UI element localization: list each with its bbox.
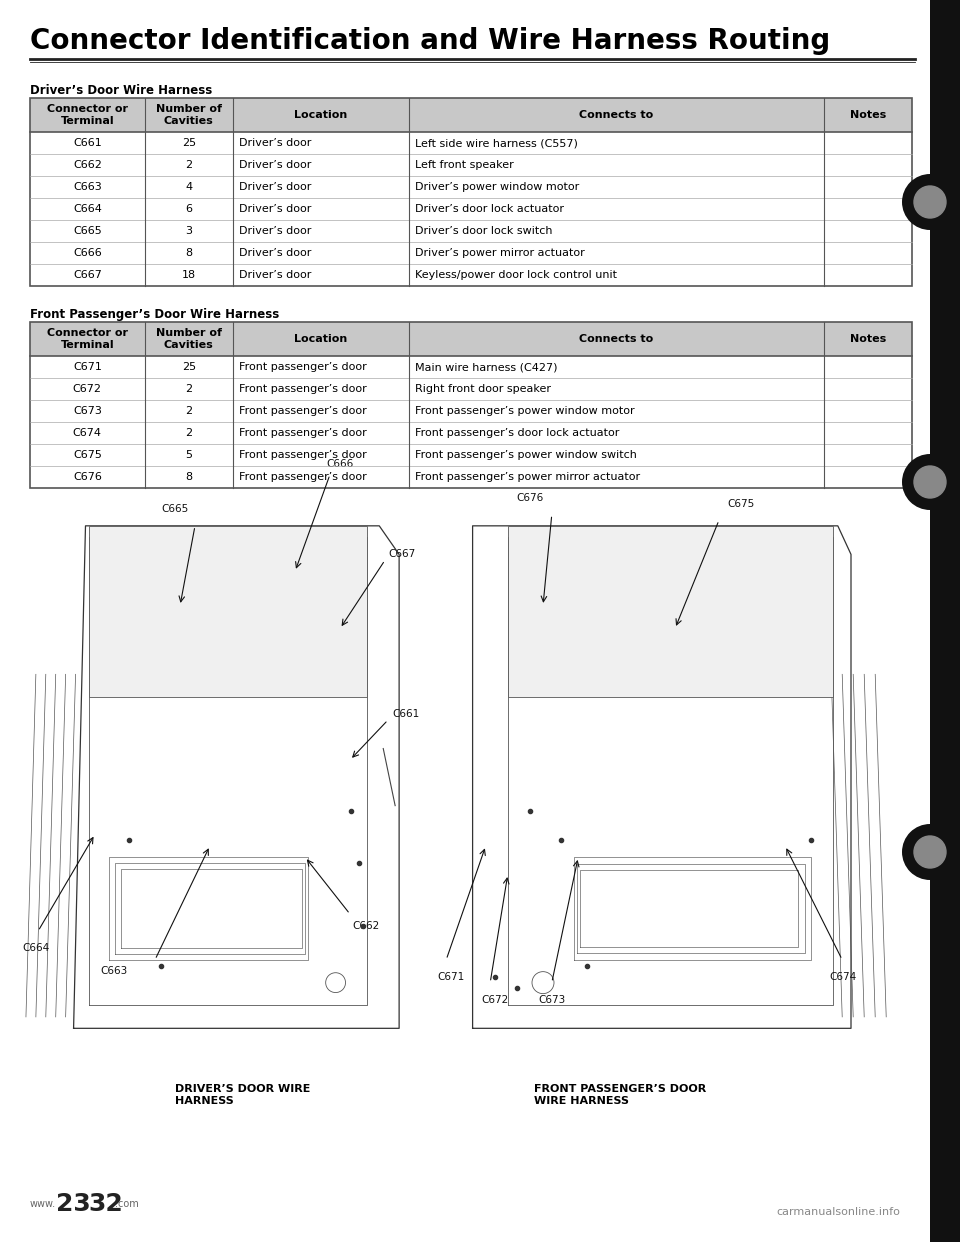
Text: Front passenger’s power window switch: Front passenger’s power window switch: [416, 450, 637, 460]
Text: 25: 25: [181, 361, 196, 373]
Text: Keyless/power door lock control unit: Keyless/power door lock control unit: [416, 270, 617, 279]
Wedge shape: [902, 823, 930, 881]
Text: C676: C676: [516, 493, 543, 503]
Text: Connects to: Connects to: [580, 334, 654, 344]
Text: Front passenger’s door lock actuator: Front passenger’s door lock actuator: [416, 428, 619, 438]
Text: Number of
Cavities: Number of Cavities: [156, 328, 222, 350]
Text: 18: 18: [181, 270, 196, 279]
Circle shape: [914, 466, 946, 498]
Text: Driver’s door: Driver’s door: [239, 204, 311, 214]
Text: C674: C674: [829, 972, 856, 982]
Text: Front passenger’s door: Front passenger’s door: [239, 450, 367, 460]
Text: 25: 25: [181, 138, 196, 148]
Text: 32: 32: [88, 1192, 123, 1216]
Bar: [30, 98, 912, 286]
Text: 8: 8: [185, 248, 192, 258]
Text: 5: 5: [185, 450, 192, 460]
Text: C661: C661: [73, 138, 102, 148]
Text: Connects to: Connects to: [580, 111, 654, 120]
Text: Number of
Cavities: Number of Cavities: [156, 104, 222, 127]
Bar: [89, 525, 368, 697]
Text: C666: C666: [326, 458, 353, 468]
Text: C673: C673: [73, 406, 102, 416]
Text: C672: C672: [73, 384, 102, 394]
Text: www.: www.: [30, 1199, 56, 1208]
Text: Front passenger’s door: Front passenger’s door: [239, 406, 367, 416]
Text: DRIVER’S DOOR WIRE
HARNESS: DRIVER’S DOOR WIRE HARNESS: [175, 1084, 310, 1105]
Bar: [30, 322, 912, 356]
Text: Location: Location: [295, 111, 348, 120]
Text: Front passenger’s power mirror actuator: Front passenger’s power mirror actuator: [416, 472, 640, 482]
Text: C671: C671: [73, 361, 102, 373]
Text: .com: .com: [115, 1199, 139, 1208]
Text: C675: C675: [73, 450, 102, 460]
Wedge shape: [902, 455, 930, 510]
Text: Connector Identification and Wire Harness Routing: Connector Identification and Wire Harnes…: [30, 27, 830, 55]
Text: C662: C662: [352, 920, 379, 930]
Text: Driver’s door lock actuator: Driver’s door lock actuator: [416, 204, 564, 214]
Text: Driver’s Door Wire Harness: Driver’s Door Wire Harness: [30, 84, 212, 97]
Bar: [30, 98, 912, 132]
Text: Front passenger’s door: Front passenger’s door: [239, 361, 367, 373]
Text: Driver’s door: Driver’s door: [239, 183, 311, 193]
Text: 2: 2: [185, 384, 192, 394]
Text: Driver’s power mirror actuator: Driver’s power mirror actuator: [416, 248, 585, 258]
Text: C676: C676: [73, 472, 102, 482]
Text: 6: 6: [185, 204, 192, 214]
Text: Front Passenger’s Door Wire Harness: Front Passenger’s Door Wire Harness: [30, 308, 279, 320]
Text: Front passenger’s door: Front passenger’s door: [239, 428, 367, 438]
Text: C662: C662: [73, 160, 102, 170]
Text: 8: 8: [185, 472, 192, 482]
Text: C664: C664: [22, 944, 49, 954]
Text: Notes: Notes: [850, 334, 886, 344]
Text: Location: Location: [295, 334, 348, 344]
Text: Front passenger’s power window motor: Front passenger’s power window motor: [416, 406, 635, 416]
Text: C671: C671: [438, 972, 465, 982]
Text: C661: C661: [392, 709, 420, 719]
Text: Front passenger’s door: Front passenger’s door: [239, 472, 367, 482]
Text: 4: 4: [185, 183, 192, 193]
Text: Connector or
Terminal: Connector or Terminal: [47, 104, 128, 127]
Circle shape: [914, 836, 946, 868]
Bar: [30, 322, 912, 488]
Text: Notes: Notes: [850, 111, 886, 120]
Text: Driver’s power window motor: Driver’s power window motor: [416, 183, 580, 193]
Text: C666: C666: [73, 248, 102, 258]
Text: 3: 3: [185, 226, 192, 236]
Text: C665: C665: [161, 504, 188, 514]
Text: C663: C663: [100, 966, 128, 976]
Text: C664: C664: [73, 204, 102, 214]
Text: 2: 2: [185, 428, 192, 438]
Text: Driver’s door: Driver’s door: [239, 160, 311, 170]
Bar: [930, 0, 960, 1242]
Text: C674: C674: [73, 428, 102, 438]
Text: 2: 2: [185, 160, 192, 170]
Text: Driver’s door: Driver’s door: [239, 248, 311, 258]
Text: Front passenger’s door: Front passenger’s door: [239, 384, 367, 394]
Text: C667: C667: [73, 270, 102, 279]
Circle shape: [914, 186, 946, 219]
Text: Driver’s door lock switch: Driver’s door lock switch: [416, 226, 553, 236]
Text: Driver’s door: Driver’s door: [239, 270, 311, 279]
Text: Driver’s door: Driver’s door: [239, 226, 311, 236]
Text: Left side wire harness (C557): Left side wire harness (C557): [416, 138, 578, 148]
Text: Right front door speaker: Right front door speaker: [416, 384, 551, 394]
Text: Main wire harness (C427): Main wire harness (C427): [416, 361, 558, 373]
Text: -: -: [80, 1199, 85, 1217]
Text: Left front speaker: Left front speaker: [416, 160, 514, 170]
Text: C667: C667: [388, 549, 416, 559]
Text: FRONT PASSENGER’S DOOR
WIRE HARNESS: FRONT PASSENGER’S DOOR WIRE HARNESS: [534, 1084, 707, 1105]
Wedge shape: [902, 174, 930, 230]
Text: 23: 23: [56, 1192, 91, 1216]
Text: C663: C663: [73, 183, 102, 193]
Text: Connector or
Terminal: Connector or Terminal: [47, 328, 128, 350]
Text: carmanualsonline.info: carmanualsonline.info: [776, 1207, 900, 1217]
Text: C675: C675: [728, 499, 756, 509]
Text: C665: C665: [73, 226, 102, 236]
Text: 2: 2: [185, 406, 192, 416]
Text: Driver’s door: Driver’s door: [239, 138, 311, 148]
Bar: [508, 525, 833, 697]
Text: C673: C673: [539, 995, 565, 1005]
Text: C672: C672: [481, 995, 509, 1005]
